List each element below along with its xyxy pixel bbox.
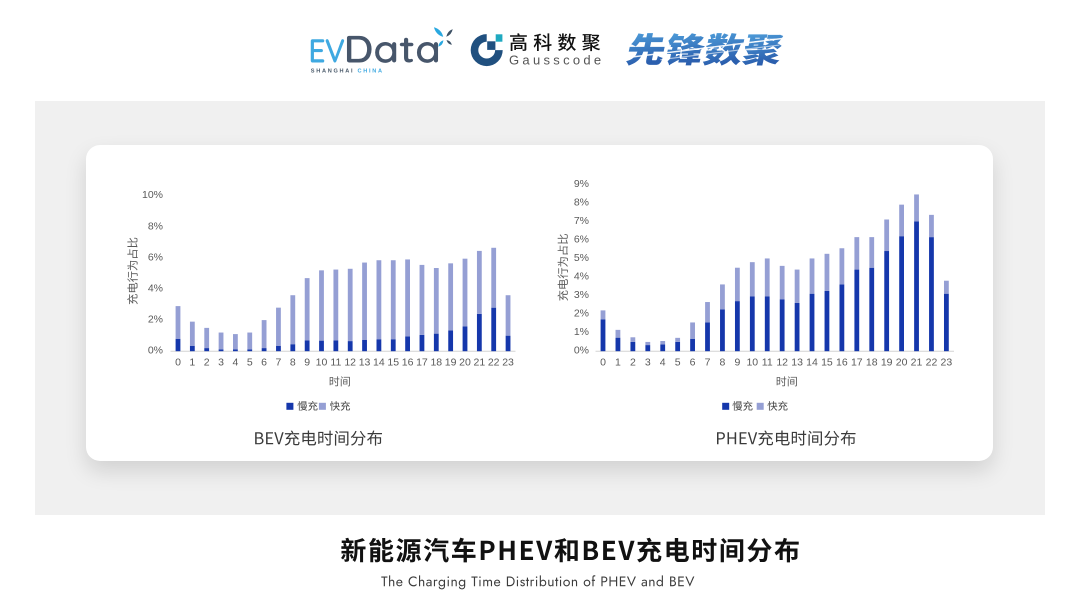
svg-text:5: 5 (675, 357, 681, 369)
svg-text:3: 3 (645, 357, 651, 369)
svg-text:9%: 9% (574, 178, 589, 190)
svg-text:6%: 6% (148, 251, 163, 263)
svg-text:7: 7 (705, 357, 711, 369)
svg-text:14: 14 (373, 357, 385, 369)
svg-text:4%: 4% (148, 283, 163, 295)
svg-text:22: 22 (926, 357, 938, 369)
svg-text:9: 9 (734, 357, 740, 369)
svg-text:7: 7 (276, 357, 282, 369)
svg-text:4: 4 (232, 357, 238, 369)
svg-text:12: 12 (776, 357, 788, 369)
svg-text:17: 17 (416, 357, 428, 369)
svg-text:23: 23 (941, 357, 953, 369)
svg-text:8: 8 (720, 357, 726, 369)
svg-text:10: 10 (316, 357, 328, 369)
svg-text:6%: 6% (574, 233, 589, 245)
svg-text:23: 23 (502, 357, 514, 369)
svg-text:6: 6 (690, 357, 696, 369)
svg-text:16: 16 (836, 357, 848, 369)
svg-text:1: 1 (189, 357, 195, 369)
svg-text:13: 13 (359, 357, 371, 369)
svg-text:20: 20 (459, 357, 471, 369)
svg-text:18: 18 (430, 357, 442, 369)
svg-text:13: 13 (791, 357, 803, 369)
svg-text:8%: 8% (574, 196, 589, 208)
svg-text:14: 14 (806, 357, 818, 369)
svg-text:4: 4 (660, 357, 666, 369)
svg-text:0: 0 (600, 357, 606, 369)
svg-text:11: 11 (330, 357, 341, 369)
svg-text:22: 22 (488, 357, 500, 369)
svg-text:3%: 3% (574, 289, 589, 301)
svg-text:11: 11 (762, 357, 773, 369)
svg-text:19: 19 (445, 357, 457, 369)
svg-text:6: 6 (261, 357, 267, 369)
svg-text:0%: 0% (148, 345, 163, 357)
svg-text:8%: 8% (148, 220, 163, 232)
svg-text:SHANGHAI CHINA: SHANGHAI CHINA (311, 69, 384, 75)
svg-text:2: 2 (204, 357, 210, 369)
svg-text:9: 9 (304, 357, 310, 369)
svg-text:1: 1 (615, 357, 621, 369)
svg-text:17: 17 (851, 357, 863, 369)
svg-text:10%: 10% (142, 189, 163, 201)
svg-text:8: 8 (290, 357, 296, 369)
svg-text:21: 21 (911, 357, 923, 369)
svg-text:0: 0 (175, 357, 181, 369)
svg-text:2%: 2% (574, 308, 589, 320)
svg-text:15: 15 (387, 357, 399, 369)
svg-text:15: 15 (821, 357, 833, 369)
svg-text:Gausscode: Gausscode (509, 53, 604, 68)
svg-text:19: 19 (881, 357, 893, 369)
svg-text:5%: 5% (574, 252, 589, 264)
svg-text:20: 20 (896, 357, 908, 369)
svg-text:5: 5 (247, 357, 253, 369)
svg-text:10: 10 (746, 357, 758, 369)
svg-text:3: 3 (218, 357, 224, 369)
svg-text:18: 18 (866, 357, 878, 369)
svg-text:21: 21 (474, 357, 486, 369)
svg-text:12: 12 (344, 357, 356, 369)
svg-text:1%: 1% (574, 326, 589, 338)
svg-text:4%: 4% (574, 271, 589, 283)
svg-text:16: 16 (402, 357, 414, 369)
svg-text:0%: 0% (574, 345, 589, 357)
svg-text:2: 2 (630, 357, 636, 369)
svg-text:2%: 2% (148, 314, 163, 326)
svg-text:7%: 7% (574, 215, 589, 227)
